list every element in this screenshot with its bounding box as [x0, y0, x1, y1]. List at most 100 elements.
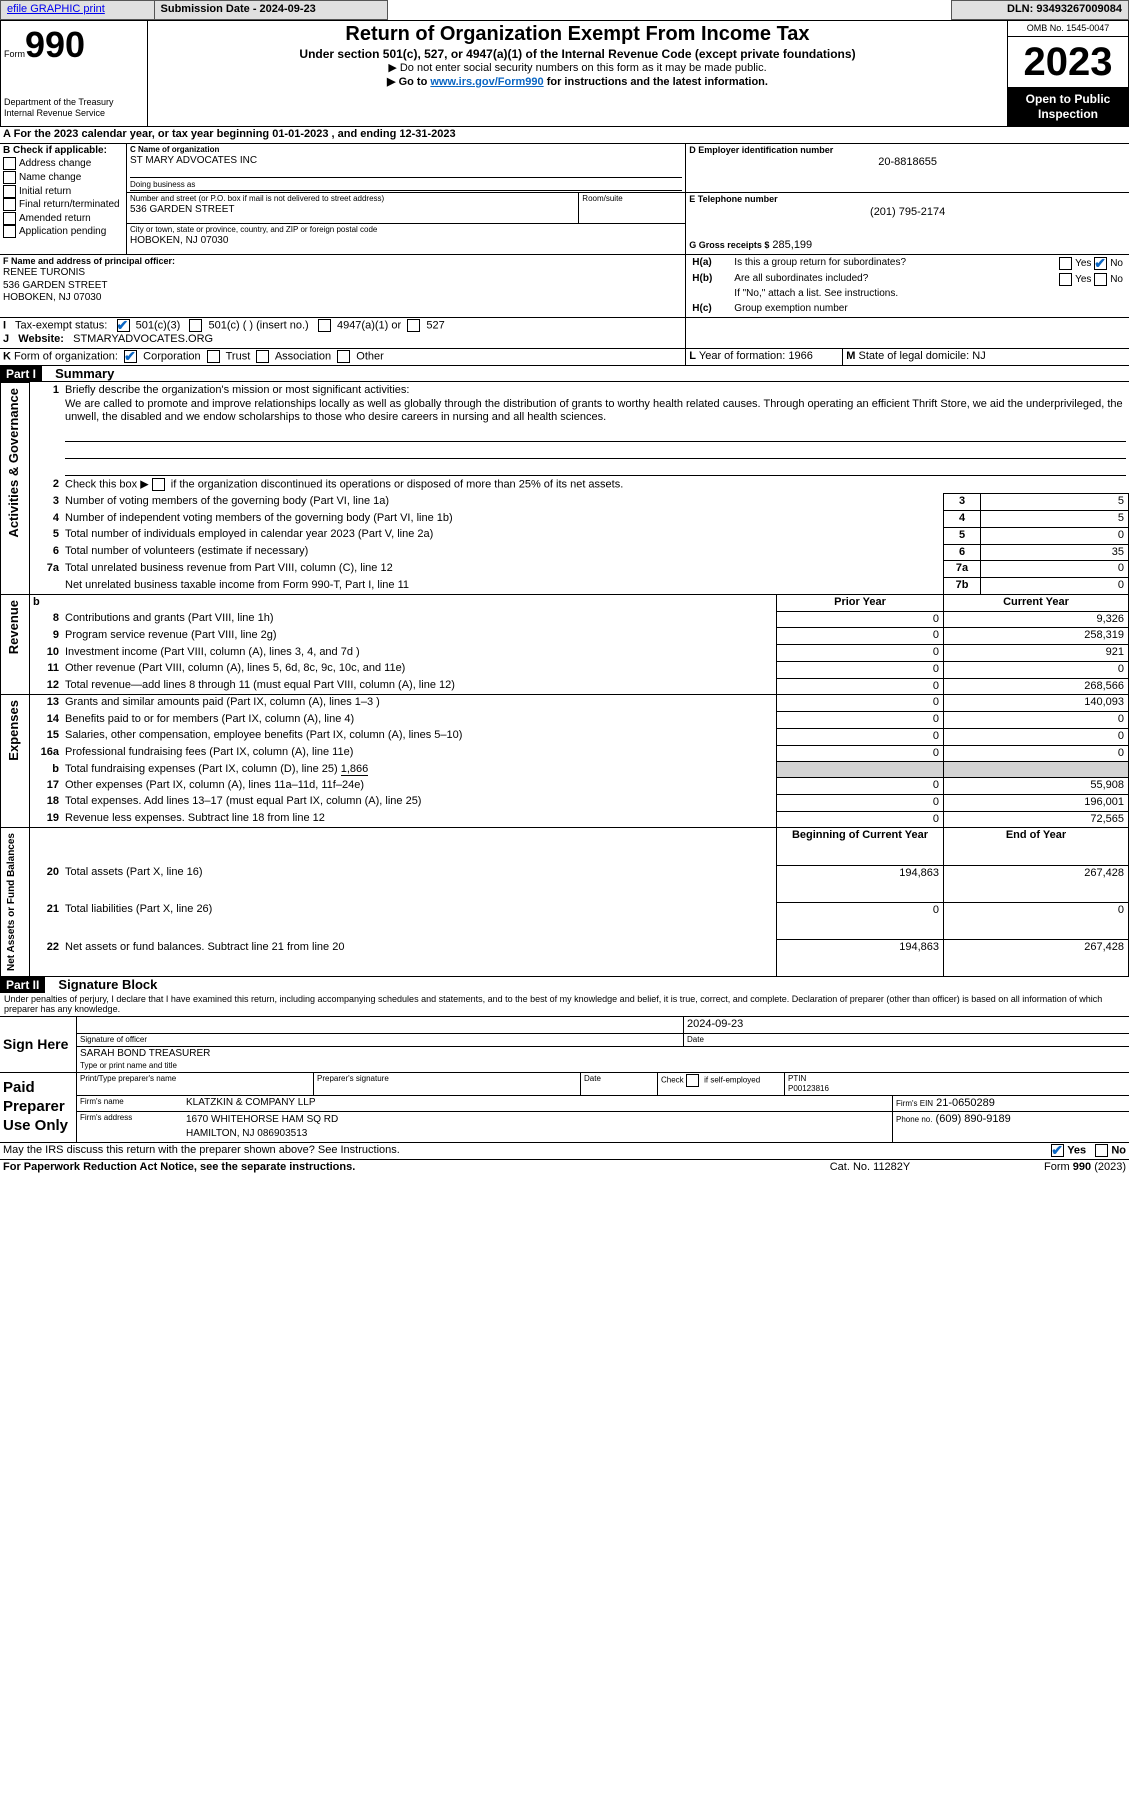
ein: 20-8818655 [689, 156, 1126, 170]
part-ii-header: Part II Signature Block [0, 977, 1129, 992]
line16b-label: Total fundraising expenses (Part IX, col… [65, 763, 338, 775]
k-trust-checkbox[interactable] [207, 350, 220, 363]
line6-val: 35 [981, 544, 1129, 561]
line9-label: Program service revenue (Part VIII, line… [62, 628, 777, 645]
website: STMARYADVOCATES.ORG [73, 333, 213, 345]
k-corp-checkbox[interactable] [124, 350, 137, 363]
line21-label: Total liabilities (Part X, line 26) [62, 902, 777, 939]
governance-section-label: Activities & Governance [4, 384, 24, 542]
instructions-link[interactable]: www.irs.gov/Form990 [430, 76, 543, 88]
addr-label: Number and street (or P.O. box if mail i… [130, 194, 575, 204]
mission-text: We are called to promote and improve rel… [65, 398, 1123, 424]
c-label: C Name of organization [130, 145, 682, 155]
line20-label: Total assets (Part X, line 16) [62, 865, 777, 902]
line20-val: 267,428 [944, 865, 1129, 902]
line8-val: 9,326 [944, 611, 1129, 628]
line15-val: 0 [944, 728, 1129, 745]
line2-checkbox[interactable] [152, 478, 165, 491]
501c-checkbox[interactable] [189, 319, 202, 332]
sign-date: 2024-09-23 [684, 1017, 1129, 1033]
name-change-checkbox[interactable] [3, 171, 16, 184]
revenue-section-label: Revenue [4, 596, 24, 658]
f-label: F Name and address of principal officer: [3, 256, 682, 267]
year-formation: 1966 [788, 350, 812, 362]
line15-label: Salaries, other compensation, employee b… [62, 728, 777, 745]
k-assoc-checkbox[interactable] [256, 350, 269, 363]
hc-label: Group exemption number [731, 302, 1126, 317]
line12-label: Total revenue—add lines 8 through 11 (mu… [62, 678, 777, 695]
footer: For Paperwork Reduction Act Notice, see … [0, 1160, 1129, 1176]
hb-no-checkbox[interactable] [1094, 273, 1107, 286]
k-other-checkbox[interactable] [337, 350, 350, 363]
application-pending-checkbox[interactable] [3, 225, 16, 238]
open-to-public: Open to Public Inspection [1008, 88, 1128, 126]
line7b-val: 0 [981, 578, 1129, 595]
hb-yes-checkbox[interactable] [1059, 273, 1072, 286]
form-number: 990 [25, 24, 85, 65]
officer-signature: SARAH BOND TREASURER [80, 1048, 1126, 1061]
perjury-statement: Under penalties of perjury, I declare th… [0, 992, 1129, 1017]
line13-val: 140,093 [944, 695, 1129, 712]
ha-yes-checkbox[interactable] [1059, 257, 1072, 270]
4947a1-checkbox[interactable] [318, 319, 331, 332]
form-subtitle: Under section 501(c), 527, or 4947(a)(1)… [151, 47, 1004, 62]
hb-note: If "No," attach a list. See instructions… [731, 287, 1126, 302]
k-label: Form of organization: [14, 351, 118, 363]
prep-sig-label: Preparer's signature [314, 1073, 581, 1096]
form-header: Form990 Department of the Treasury Inter… [0, 20, 1129, 127]
dba-label: Doing business as [130, 177, 682, 191]
line7b-label: Net unrelated business taxable income fr… [62, 578, 944, 595]
omb: OMB No. 1545-0047 [1008, 21, 1128, 37]
a-tax-year: A For the 2023 calendar year, or tax yea… [0, 127, 1129, 143]
line1-label: Briefly describe the organization's miss… [65, 384, 409, 396]
i-label: Tax-exempt status: [15, 320, 107, 332]
initial-return-checkbox[interactable] [3, 185, 16, 198]
gross-receipts: 285,199 [772, 239, 812, 251]
line8-label: Contributions and grants (Part VIII, lin… [62, 611, 777, 628]
self-employed-checkbox[interactable] [686, 1074, 699, 1087]
line17-label: Other expenses (Part IX, column (A), lin… [62, 778, 777, 795]
org-name: ST MARY ADVOCATES INC [130, 155, 682, 168]
discuss-yes-checkbox[interactable] [1051, 1144, 1064, 1157]
firm-ein: 21-0650289 [936, 1097, 995, 1109]
line10-val: 921 [944, 645, 1129, 662]
dept-treasury: Department of the Treasury [4, 97, 144, 108]
line13-label: Grants and similar amounts paid (Part IX… [62, 695, 777, 712]
line14-label: Benefits paid to or for members (Part IX… [62, 712, 777, 729]
city-label: City or town, state or province, country… [130, 225, 682, 235]
line16a-label: Professional fundraising fees (Part IX, … [62, 745, 777, 762]
d-label: D Employer identification number [689, 145, 1126, 156]
ha-no-checkbox[interactable] [1094, 257, 1107, 270]
sig-label: Signature of officer [77, 1034, 684, 1047]
ha-label: Is this a group return for subordinates? [731, 256, 1030, 272]
line4-val: 5 [981, 511, 1129, 528]
efile-print-button[interactable]: efile GRAPHIC print [1, 1, 155, 20]
line11-val: 0 [944, 661, 1129, 678]
net-assets-section-label: Net Assets or Fund Balances [4, 829, 21, 975]
sign-here-label: Sign Here [0, 1017, 77, 1072]
line11-label: Other revenue (Part VIII, column (A), li… [62, 661, 777, 678]
line18-val: 196,001 [944, 794, 1129, 811]
line16b-val: 1,866 [341, 763, 369, 776]
line22-val: 267,428 [944, 940, 1129, 977]
line14-val: 0 [944, 712, 1129, 729]
line3-val: 5 [981, 494, 1129, 511]
signature-table: Sign Here 2024-09-23 Signature of office… [0, 1017, 1129, 1143]
amended-return-checkbox[interactable] [3, 212, 16, 225]
address-change-checkbox[interactable] [3, 157, 16, 170]
line6-label: Total number of volunteers (estimate if … [62, 544, 944, 561]
efile-link[interactable]: efile GRAPHIC print [7, 3, 105, 15]
line19-label: Revenue less expenses. Subtract line 18 … [62, 811, 777, 828]
officer-name: RENEE TURONIS [3, 267, 682, 280]
line19-val: 72,565 [944, 811, 1129, 828]
line12-val: 268,566 [944, 678, 1129, 695]
part-i-table: Activities & Governance 1 Briefly descri… [0, 382, 1129, 977]
discuss-no-checkbox[interactable] [1095, 1144, 1108, 1157]
line10-label: Investment income (Part VIII, column (A)… [62, 645, 777, 662]
g-label: G Gross receipts $ [689, 240, 769, 250]
501c3-checkbox[interactable] [117, 319, 130, 332]
final-return-checkbox[interactable] [3, 198, 16, 211]
tax-year: 2023 [1008, 37, 1128, 88]
527-checkbox[interactable] [407, 319, 420, 332]
line16a-val: 0 [944, 745, 1129, 762]
